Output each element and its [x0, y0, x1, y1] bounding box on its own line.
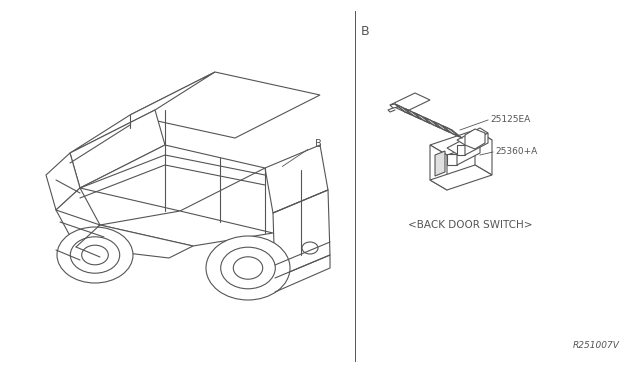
Polygon shape [465, 129, 485, 149]
Polygon shape [433, 121, 450, 132]
Polygon shape [447, 154, 457, 165]
Polygon shape [414, 113, 431, 124]
Ellipse shape [82, 245, 108, 265]
Text: B: B [361, 25, 370, 38]
Polygon shape [56, 188, 100, 247]
Polygon shape [457, 142, 480, 165]
Polygon shape [390, 104, 398, 108]
Text: 25125EA: 25125EA [490, 115, 531, 125]
Polygon shape [457, 128, 488, 145]
Text: B: B [315, 139, 322, 149]
Polygon shape [430, 165, 492, 190]
Polygon shape [465, 133, 488, 155]
Ellipse shape [70, 237, 120, 273]
Polygon shape [76, 225, 193, 258]
Polygon shape [100, 211, 273, 246]
Ellipse shape [302, 242, 318, 254]
Ellipse shape [221, 247, 275, 289]
Polygon shape [475, 130, 492, 175]
Polygon shape [424, 117, 440, 128]
Polygon shape [430, 130, 492, 155]
Ellipse shape [234, 257, 262, 279]
Polygon shape [46, 153, 80, 210]
Polygon shape [447, 136, 480, 154]
Polygon shape [404, 108, 421, 119]
Polygon shape [70, 110, 165, 188]
Polygon shape [130, 72, 320, 138]
Text: R251007V: R251007V [573, 341, 620, 350]
Polygon shape [457, 145, 465, 155]
Polygon shape [390, 93, 430, 112]
Text: <BACK DOOR SWITCH>: <BACK DOOR SWITCH> [408, 220, 532, 230]
Ellipse shape [57, 227, 133, 283]
Polygon shape [395, 104, 412, 115]
Polygon shape [430, 145, 447, 190]
Polygon shape [273, 190, 330, 278]
Polygon shape [442, 126, 459, 137]
Polygon shape [80, 145, 265, 211]
Polygon shape [435, 151, 445, 176]
Polygon shape [265, 145, 328, 213]
Ellipse shape [206, 236, 290, 300]
Polygon shape [70, 72, 215, 153]
Text: 25360+A: 25360+A [495, 148, 537, 157]
